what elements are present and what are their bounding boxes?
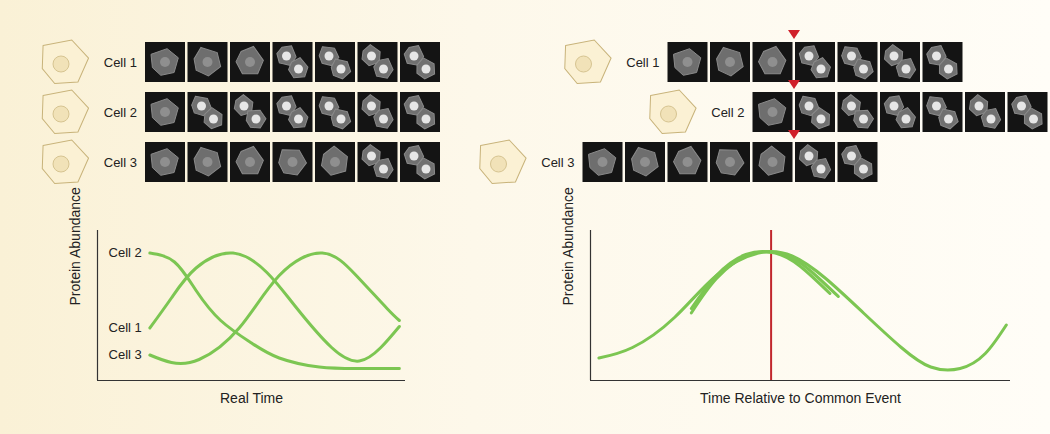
svg-text:Cell 2: Cell 2 [109,245,142,260]
svg-text:Protein Abundance: Protein Abundance [67,187,83,306]
svg-text:Cell 2: Cell 2 [711,105,744,120]
svg-text:Cell 1: Cell 1 [104,55,137,70]
svg-text:Protein Abundance: Protein Abundance [560,187,576,306]
svg-text:Cell 3: Cell 3 [541,155,574,170]
svg-text:Cell 2: Cell 2 [104,105,137,120]
svg-text:Cell 1: Cell 1 [626,55,659,70]
svg-text:Cell 3: Cell 3 [104,155,137,170]
svg-text:Real Time: Real Time [220,390,283,406]
svg-text:Cell 1: Cell 1 [109,320,142,335]
svg-text:Cell 3: Cell 3 [109,347,142,362]
svg-text:Time Relative to Common Event: Time Relative to Common Event [700,390,901,406]
